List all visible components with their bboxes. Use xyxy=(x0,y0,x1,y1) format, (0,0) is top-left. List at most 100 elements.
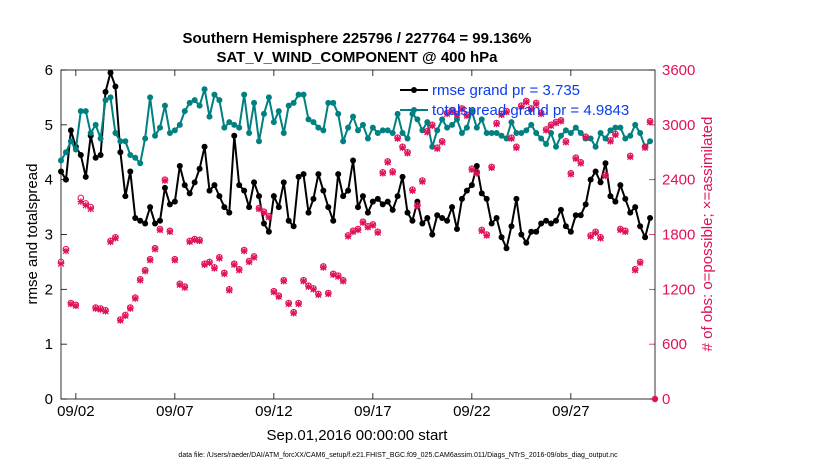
series-layer xyxy=(57,69,659,403)
point-assimilated xyxy=(334,273,342,280)
point-totalspread xyxy=(62,149,69,156)
point-assimilated xyxy=(394,135,401,142)
point-rmse xyxy=(127,168,134,175)
point-totalspread xyxy=(498,132,505,139)
point-rmse xyxy=(340,193,347,200)
point-totalspread xyxy=(493,130,500,137)
point-assimilated xyxy=(532,100,540,108)
point-rmse xyxy=(97,151,104,158)
point-rmse xyxy=(216,193,223,200)
point-totalspread xyxy=(483,130,490,137)
point-assimilated xyxy=(230,261,238,268)
point-assimilated xyxy=(221,270,228,278)
point-rmse xyxy=(265,228,272,235)
point-rmse xyxy=(483,195,490,202)
point-rmse xyxy=(503,245,510,252)
point-totalspread xyxy=(597,130,604,137)
point-totalspread xyxy=(251,99,258,106)
point-rmse xyxy=(206,187,213,194)
point-rmse xyxy=(622,195,629,202)
point-rmse xyxy=(196,165,203,172)
point-totalspread xyxy=(315,124,322,131)
point-totalspread xyxy=(201,86,208,93)
point-totalspread xyxy=(468,108,475,115)
point-rmse xyxy=(533,228,540,235)
point-rmse xyxy=(473,162,480,169)
y-left-tick-label: 4 xyxy=(45,172,53,189)
point-totalspread xyxy=(152,132,159,139)
point-totalspread xyxy=(587,135,594,142)
point-totalspread xyxy=(488,130,495,137)
point-rmse xyxy=(58,168,64,175)
point-assimilated xyxy=(458,105,466,113)
point-rmse xyxy=(152,220,159,227)
point-rmse xyxy=(557,206,564,213)
point-rmse xyxy=(171,198,178,205)
point-rmse xyxy=(612,198,619,205)
point-rmse xyxy=(260,220,267,227)
point-totalspread xyxy=(379,127,386,134)
point-rmse xyxy=(602,160,609,167)
point-totalspread xyxy=(444,124,451,131)
point-assimilated xyxy=(468,166,476,173)
point-rmse xyxy=(82,173,89,180)
point-rmse xyxy=(567,228,574,235)
point-rmse xyxy=(320,187,327,194)
point-totalspread xyxy=(424,119,431,126)
point-totalspread xyxy=(572,124,579,131)
point-totalspread xyxy=(246,130,253,137)
point-assimilated xyxy=(265,213,273,221)
point-rmse xyxy=(404,209,411,216)
point-assimilated xyxy=(359,219,367,226)
point-rmse xyxy=(488,220,495,227)
point-totalspread xyxy=(463,124,470,131)
point-totalspread xyxy=(478,116,485,123)
point-totalspread xyxy=(196,102,203,109)
point-rmse xyxy=(295,173,302,180)
point-rmse xyxy=(642,234,649,241)
point-totalspread xyxy=(627,132,634,139)
point-rmse xyxy=(300,171,307,178)
point-totalspread xyxy=(77,108,84,115)
point-assimilated xyxy=(508,135,515,142)
point-assimilated xyxy=(399,144,406,151)
point-rmse xyxy=(107,69,114,76)
point-rmse xyxy=(429,231,436,238)
point-assimilated xyxy=(641,144,649,151)
point-rmse xyxy=(176,162,183,169)
point-totalspread xyxy=(518,130,525,137)
point-assimilated xyxy=(181,284,189,291)
y-right-tick-label: 0 xyxy=(662,391,670,408)
point-assimilated xyxy=(577,159,585,167)
point-assimilated xyxy=(216,254,223,262)
point-rmse xyxy=(434,212,441,219)
footer-data-file: data file: /Users/raeder/DAI/ATM_forcXX/… xyxy=(178,452,618,459)
point-assimilated xyxy=(646,118,654,126)
point-totalspread xyxy=(236,124,243,131)
point-assimilated xyxy=(260,209,268,216)
point-assimilated xyxy=(384,159,391,166)
point-rmse xyxy=(637,223,644,230)
point-totalspread xyxy=(557,132,564,139)
point-totalspread xyxy=(369,124,376,131)
point-assimilated xyxy=(597,234,604,242)
point-assimilated xyxy=(310,286,317,293)
point-assimilated xyxy=(146,256,154,264)
point-totalspread xyxy=(632,121,639,128)
point-rmse xyxy=(62,176,69,183)
point-totalspread xyxy=(523,127,530,134)
point-rmse xyxy=(92,154,99,161)
legend: rmse grand pr = 3.735 totalspread grand p… xyxy=(400,82,629,119)
point-totalspread xyxy=(295,91,302,98)
point-assimilated xyxy=(107,238,114,246)
point-assimilated xyxy=(240,247,248,255)
point-totalspread xyxy=(543,141,550,148)
point-totalspread xyxy=(325,99,332,106)
point-assimilated xyxy=(141,267,149,275)
point-rmse xyxy=(379,201,386,208)
point-rmse xyxy=(538,220,545,227)
point-assimilated xyxy=(275,293,283,300)
point-totalspread xyxy=(191,97,198,104)
point-totalspread xyxy=(122,138,129,145)
point-assimilated xyxy=(191,236,198,244)
